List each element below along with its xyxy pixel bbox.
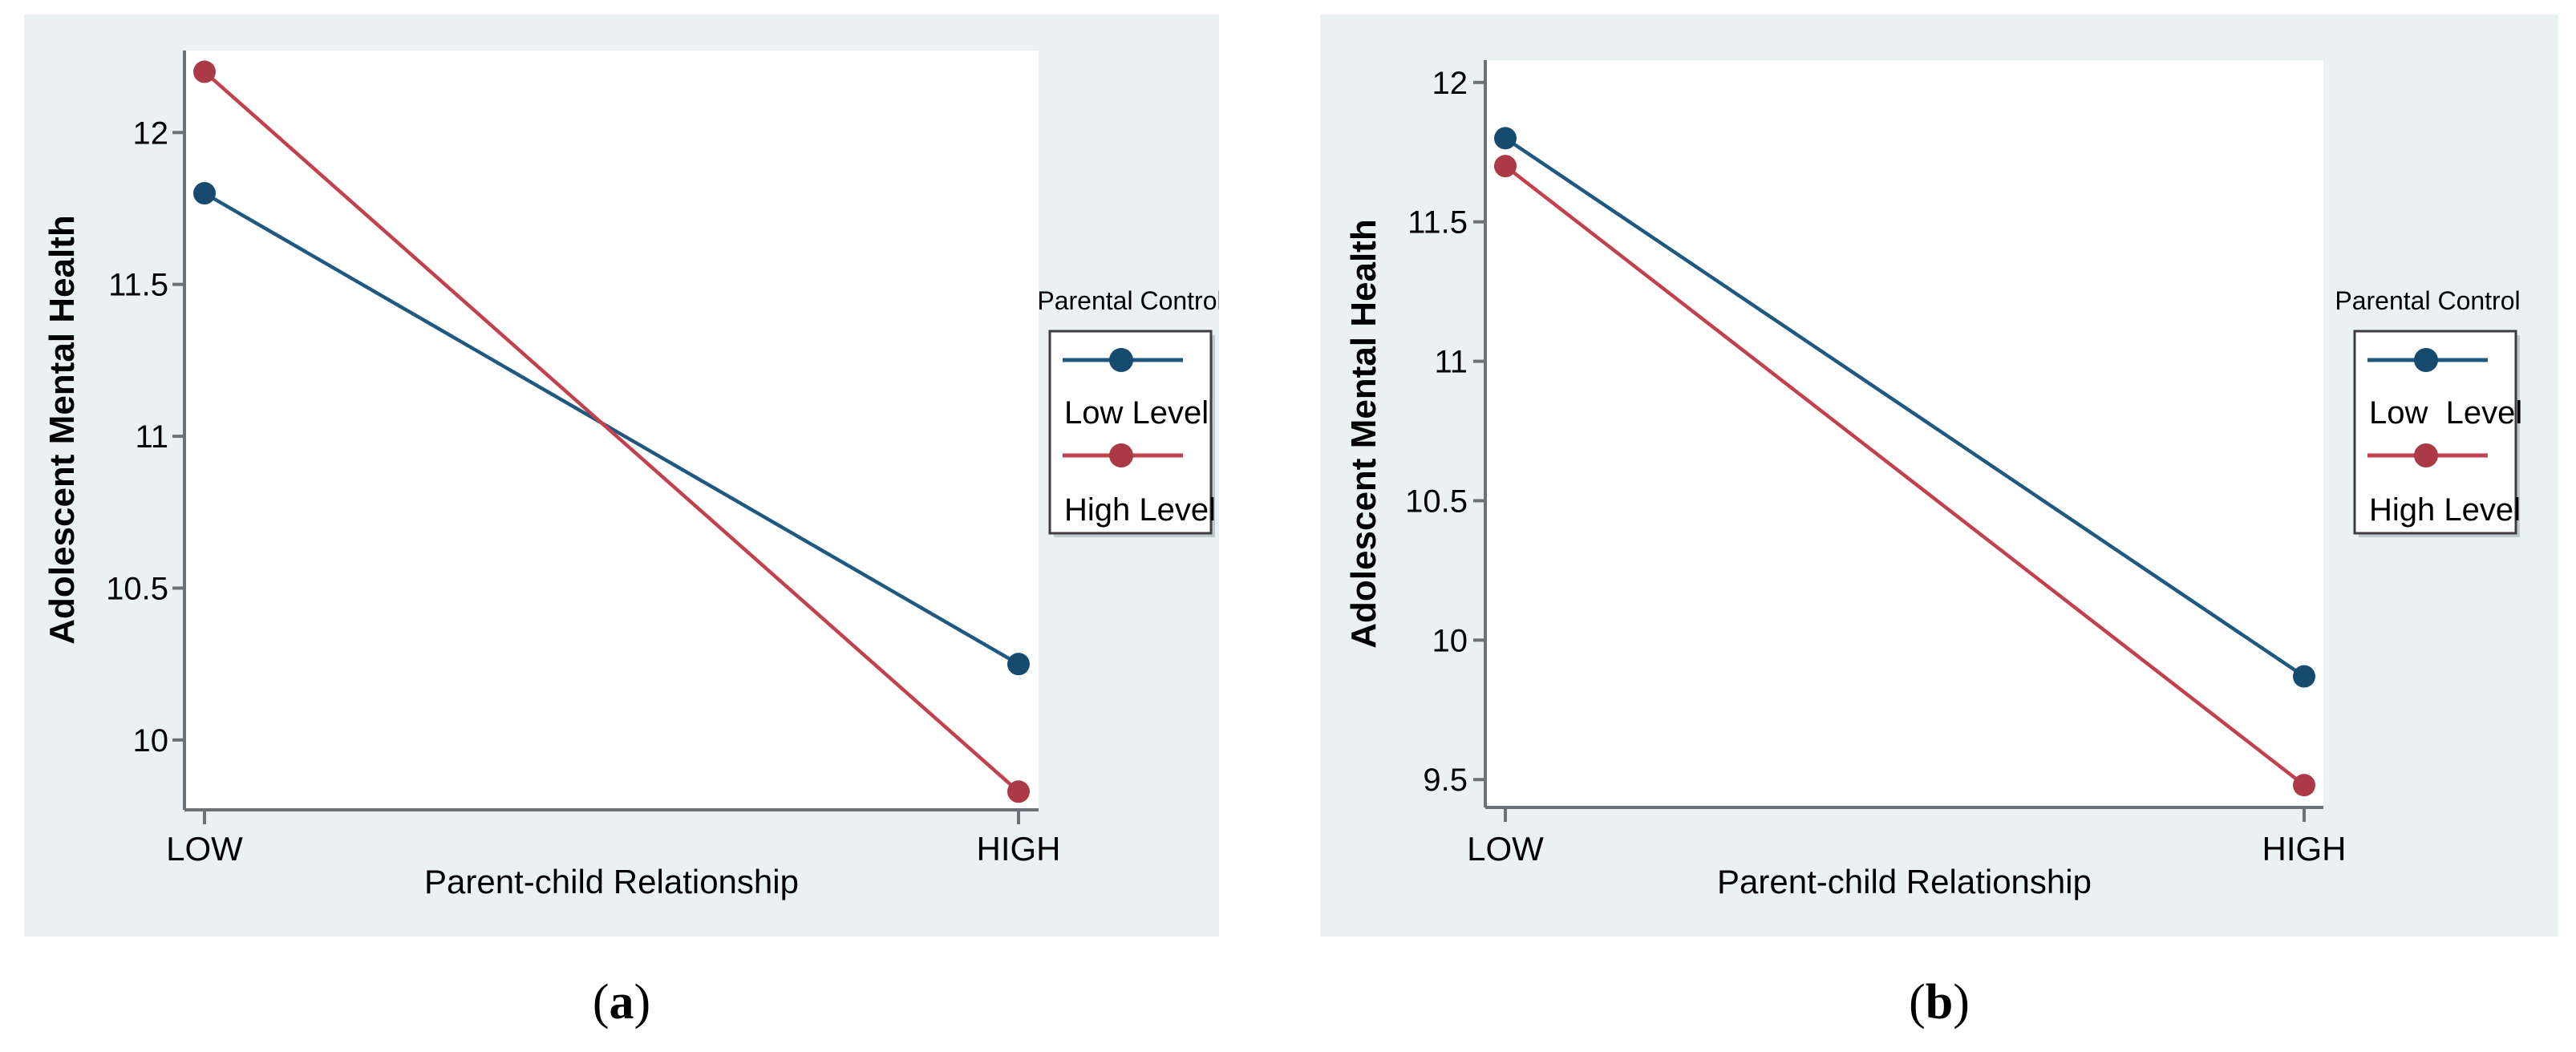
series-marker-low-level xyxy=(193,182,216,205)
series-line-low-level xyxy=(1504,136,2306,678)
caption-b-close-paren: ) xyxy=(1953,975,1970,1030)
legend-entry-label: Low Level xyxy=(2369,395,2522,431)
series-marker-low-level xyxy=(2293,665,2315,688)
legend-title: Parental Control xyxy=(2335,286,2520,315)
y-tick-label: 9.5 xyxy=(1423,763,1468,798)
y-tick-label: 12 xyxy=(1432,66,1468,101)
legend-title: Parental Control xyxy=(1037,286,1219,315)
legend-symbol-marker xyxy=(1109,348,1133,372)
y-tick-label: 11.5 xyxy=(1407,205,1468,241)
caption-b-open-paren: ( xyxy=(1909,975,1926,1030)
legend-symbol-marker xyxy=(2414,443,2438,467)
y-tick-label: 11.5 xyxy=(108,268,168,303)
x-tick-label: LOW xyxy=(166,830,243,868)
series-marker-low-level xyxy=(1007,653,1030,676)
y-tick-label: 10.5 xyxy=(1405,484,1468,519)
legend-entry-label: High Level xyxy=(1064,492,1216,528)
x-tick-label: HIGH xyxy=(977,830,1061,868)
caption-b-letter: b xyxy=(1925,975,1954,1030)
series-marker-high-level xyxy=(2293,774,2315,797)
y-tick-label: 11 xyxy=(1434,345,1468,380)
y-tick-label: 12 xyxy=(133,115,169,151)
legend-entry-label: Low Level xyxy=(1064,395,1209,431)
plot-area xyxy=(1485,60,2323,807)
caption-a: (a) xyxy=(24,964,1219,1052)
legend-symbol-marker xyxy=(1109,443,1133,467)
caption-a-open-paren: ( xyxy=(592,975,610,1030)
y-tick-label: 10 xyxy=(1432,623,1468,658)
x-tick-label: HIGH xyxy=(2262,830,2347,868)
caption-a-close-paren: ) xyxy=(634,975,651,1030)
x-axis-title: Parent-child Relationship xyxy=(424,863,799,900)
chart-panel-b: 9.5 10 10.5 11 11.5 12 LOW HIGH Parent-child Rel… xyxy=(1320,14,2558,937)
series-marker-high-level xyxy=(1494,155,1517,178)
y-tick-label: 10.5 xyxy=(106,571,168,606)
y-tick-label: 11 xyxy=(135,419,168,455)
series-line-high-level xyxy=(203,70,1020,793)
series-marker-high-level xyxy=(193,60,216,83)
y-axis-title: Adolescent Mental Health xyxy=(43,215,82,644)
x-tick-label: LOW xyxy=(1467,830,1544,868)
series-marker-high-level xyxy=(1007,780,1030,803)
caption-b: (b) xyxy=(1320,964,2558,1052)
y-tick-label: 10 xyxy=(133,723,169,759)
legend-entry-label: High Level xyxy=(2369,492,2521,528)
x-axis-title: Parent-child Relationship xyxy=(1717,863,2092,900)
chart-panel-a: 10 10.5 11 11.5 12 LOW HIGH Parent-child Relati… xyxy=(24,14,1219,937)
y-axis-title: Adolescent Mental Health xyxy=(1344,219,1383,648)
caption-a-letter: a xyxy=(609,975,634,1030)
series-marker-low-level xyxy=(1494,127,1517,150)
series-line-low-level xyxy=(203,192,1020,666)
legend-symbol-marker xyxy=(2414,348,2438,372)
series-line-high-level xyxy=(1504,164,2306,787)
